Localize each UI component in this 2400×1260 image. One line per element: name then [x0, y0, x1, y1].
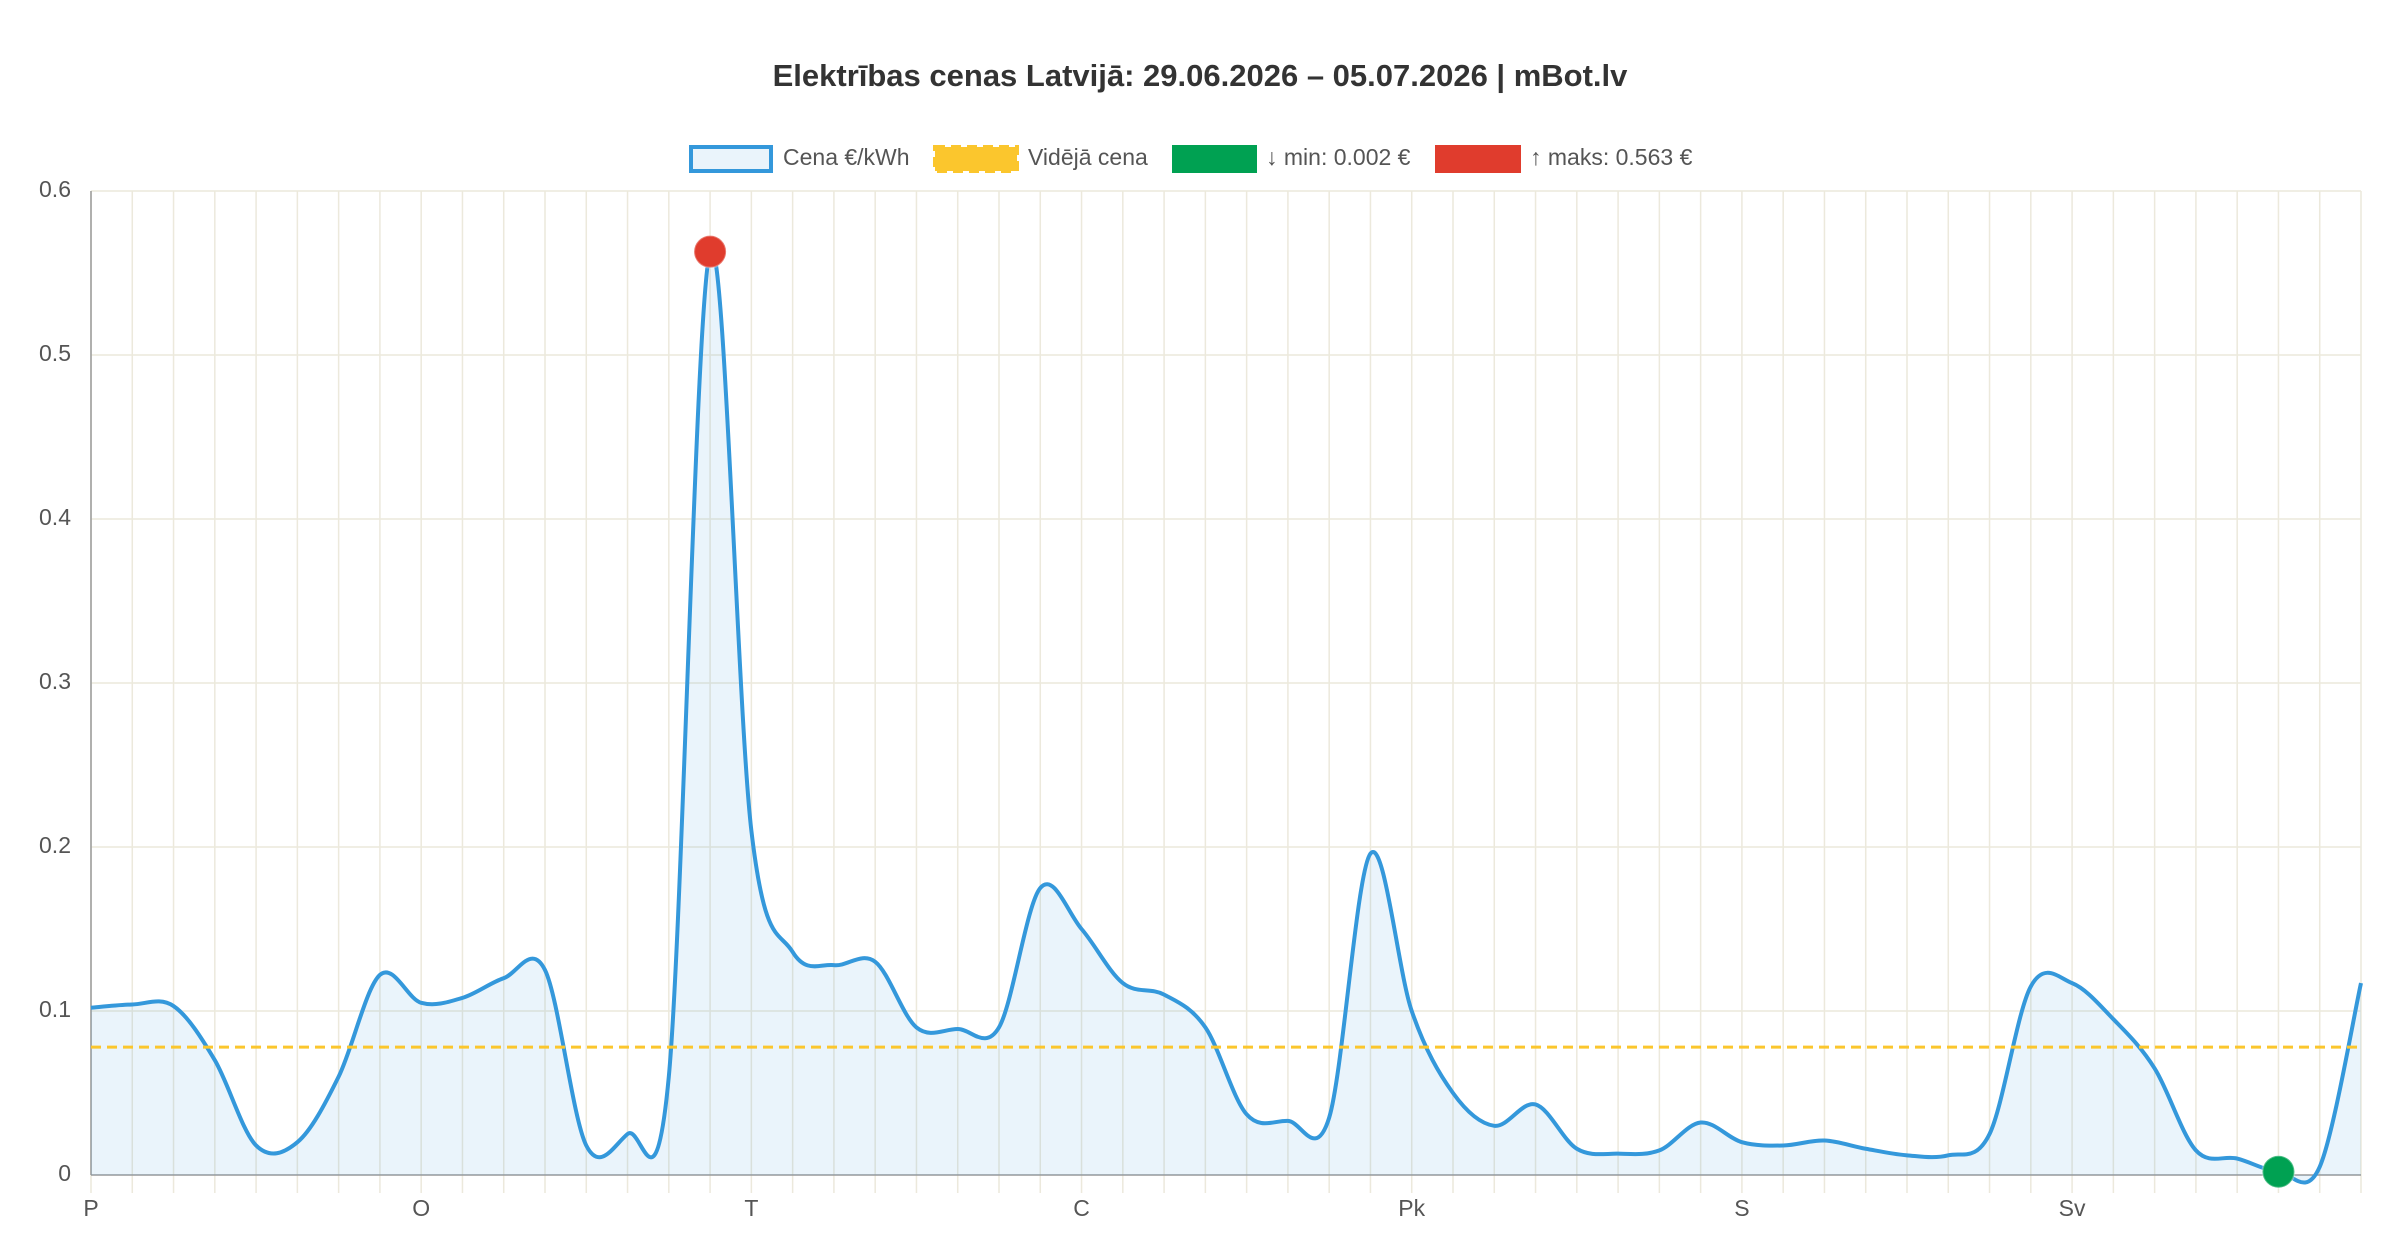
- legend-label: ↑ maks: 0.563 €: [1530, 144, 1693, 170]
- x-tick-label: Pk: [1398, 1195, 1425, 1221]
- x-tick-label: Sv: [2059, 1195, 2086, 1221]
- legend-label: Cena €/kWh: [783, 144, 910, 170]
- legend-swatch: [689, 145, 773, 173]
- line: [90, 247, 2363, 1185]
- legend-label: Vidējā cena: [1028, 144, 1148, 170]
- legend-label: ↓ min: 0.002 €: [1266, 144, 1411, 170]
- max-marker: [693, 234, 728, 269]
- x-tick-label: P: [83, 1195, 98, 1221]
- area: [91, 249, 2361, 1183]
- y-tick-label: 0.6: [39, 176, 71, 202]
- x-tick-label: C: [1073, 1195, 1090, 1221]
- legend-swatch: [933, 145, 1019, 173]
- y-tick-label: 0: [58, 1160, 71, 1186]
- min-marker: [2261, 1154, 2296, 1189]
- y-tick-label: 0.2: [39, 832, 71, 858]
- legend-swatch: [1435, 145, 1521, 173]
- x-tick-label: S: [1734, 1195, 1749, 1221]
- chart-title: Elektrības cenas Latvijā: 29.06.2026 – 0…: [773, 58, 1629, 93]
- x-tick-label: O: [412, 1195, 430, 1221]
- y-tick-label: 0.4: [39, 504, 71, 530]
- x-tick-label: T: [744, 1195, 758, 1221]
- y-tick-label: 0.3: [39, 668, 71, 694]
- y-tick-label: 0.5: [39, 340, 71, 366]
- legend-swatch: [1172, 145, 1257, 173]
- y-tick-label: 0.1: [39, 996, 71, 1022]
